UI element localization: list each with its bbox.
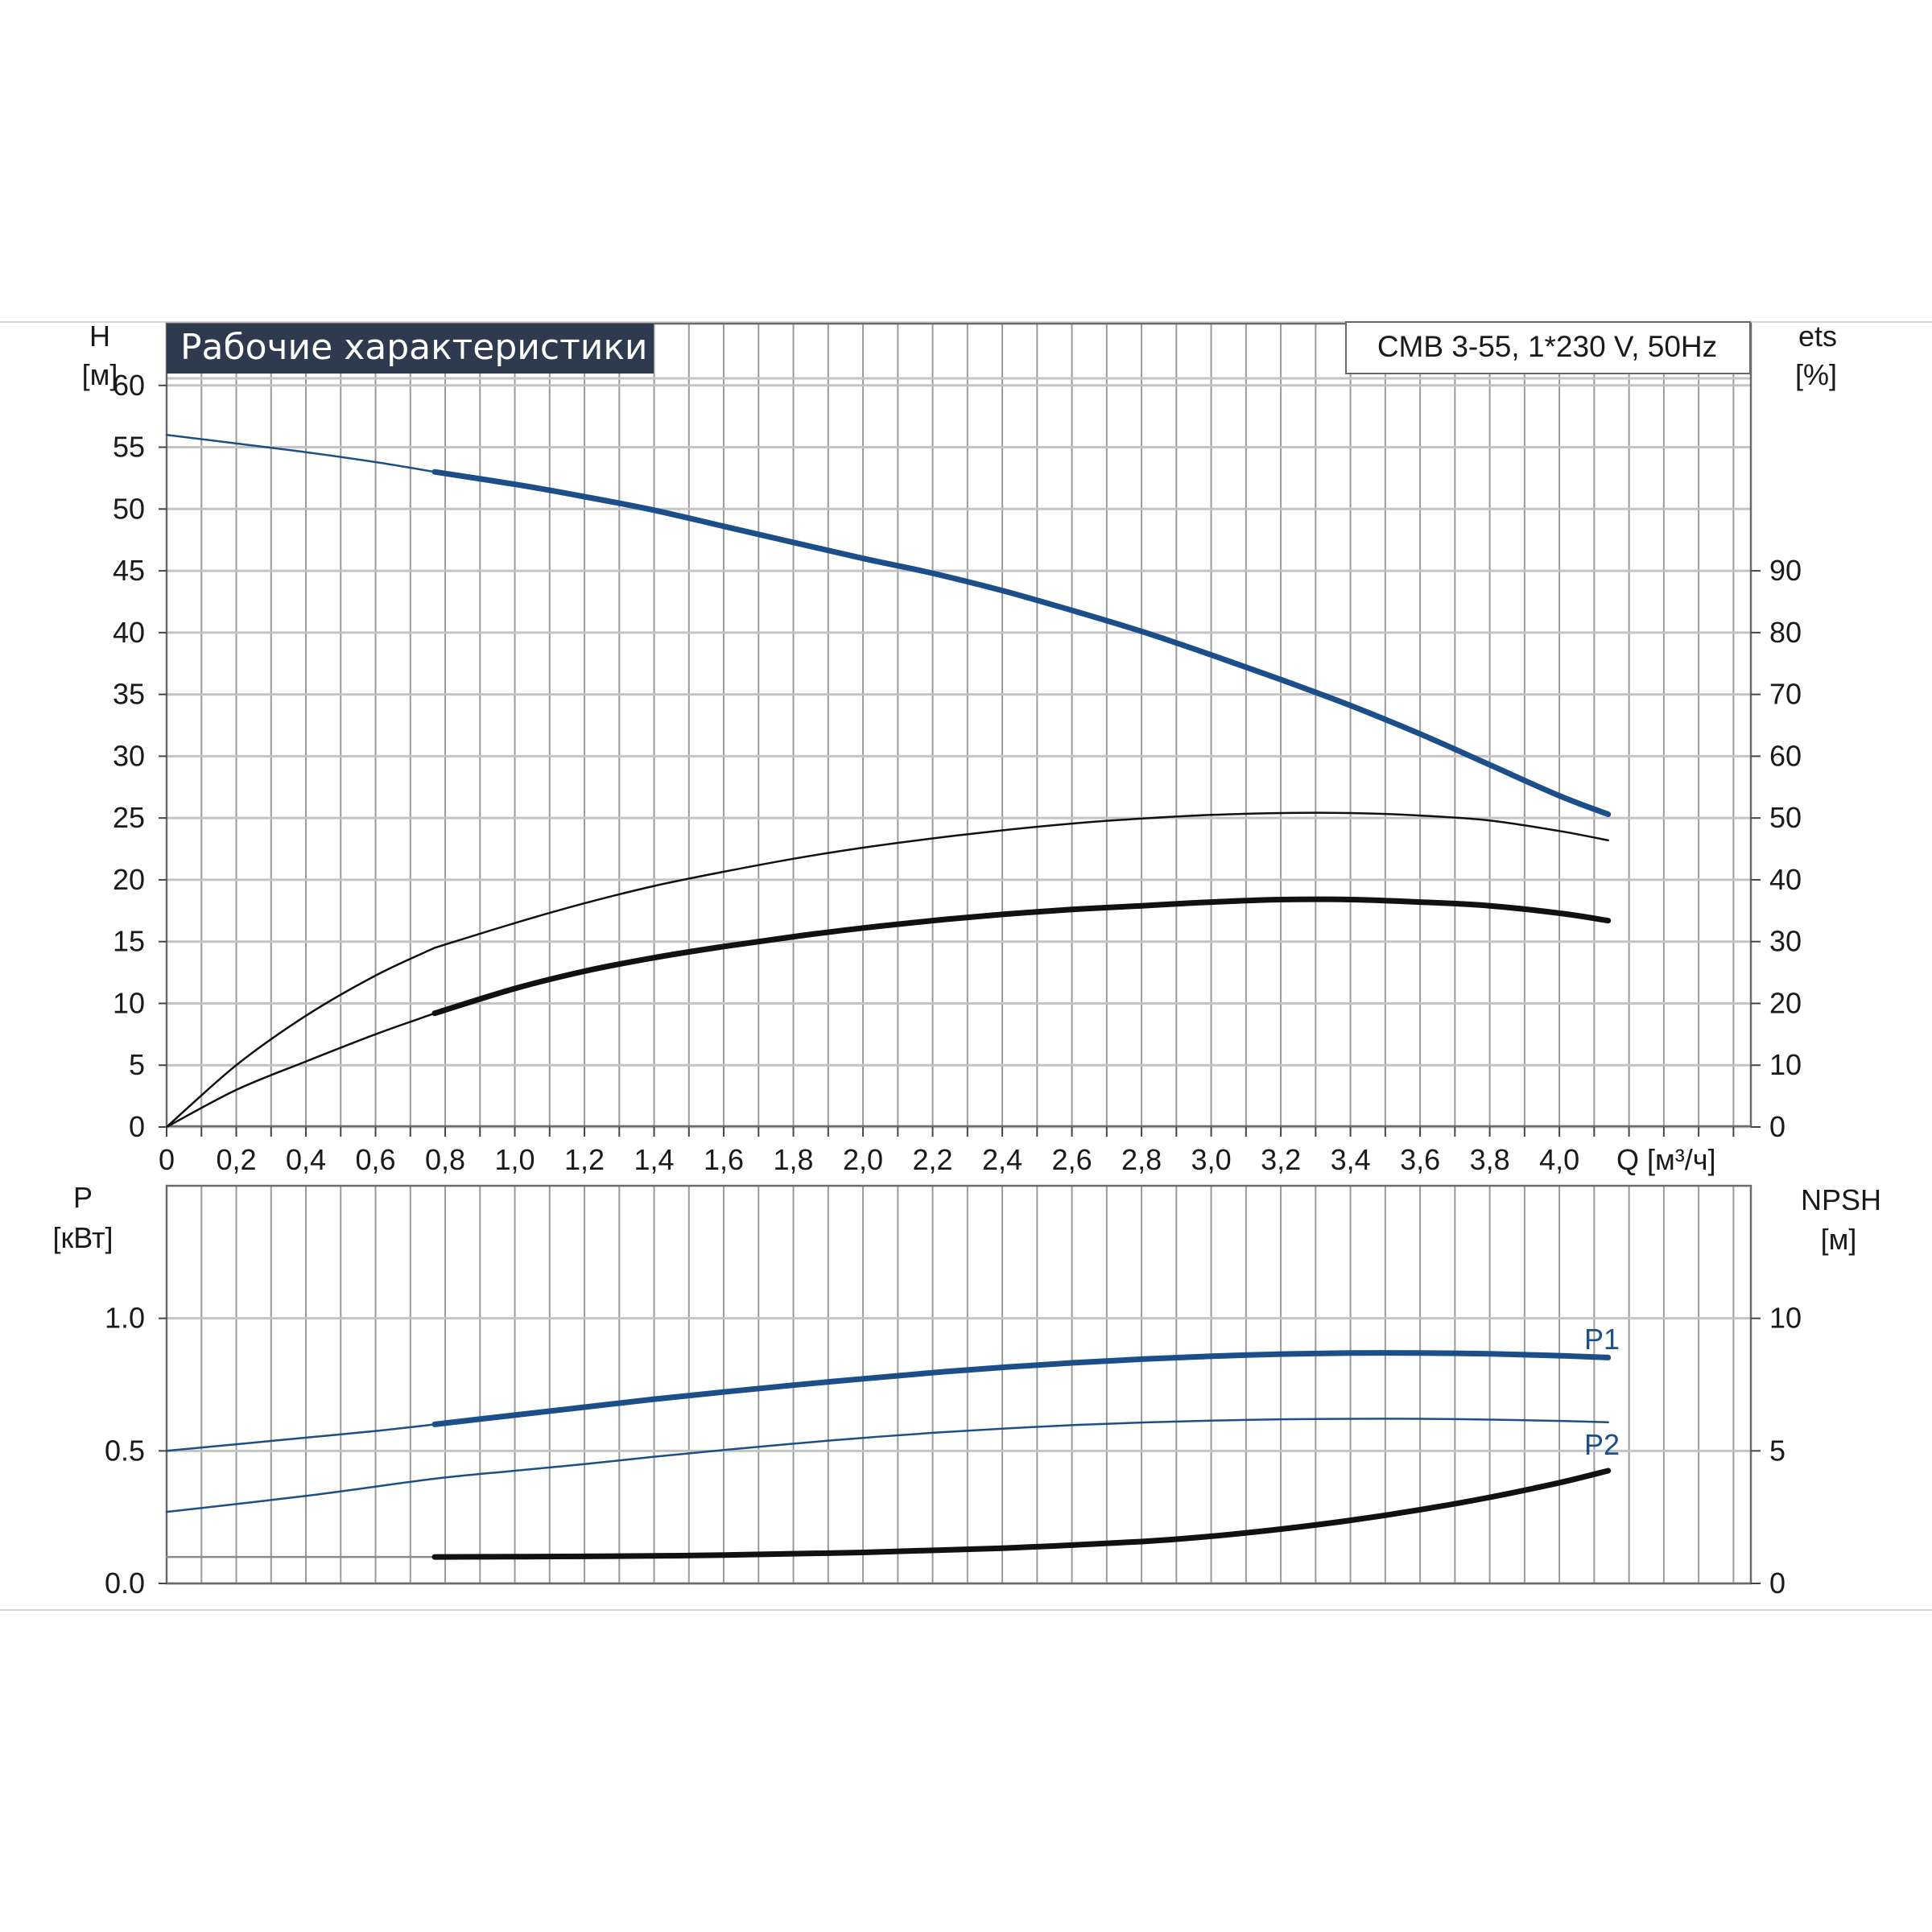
bottom-tick-labels: 0.0 0.5 1.0 0 5 10	[105, 1302, 1802, 1600]
top-x-tick: 2,4	[982, 1143, 1022, 1176]
power-npsh-chart: 0.0 0.5 1.0 0 5 10 P [кВт] NPSH [м] P1 P2	[52, 1181, 1881, 1600]
top-series-line-5	[431, 896, 1612, 1017]
top-y-right-tick: 80	[1769, 616, 1802, 649]
top-y-right-tick: 60	[1769, 739, 1802, 772]
p2-curve-label: P2	[1584, 1428, 1620, 1461]
y-right-title: ets	[1798, 320, 1837, 353]
top-x-tick: 2,0	[843, 1143, 883, 1176]
top-y-right-tick: 20	[1769, 986, 1802, 1019]
top-y-left-tick: 25	[113, 801, 145, 834]
bottom-y-right-tick: 5	[1769, 1434, 1785, 1467]
top-x-tick: 3,8	[1470, 1143, 1510, 1176]
top-y-left-tick: 15	[113, 925, 145, 958]
top-y-right-tick: 10	[1769, 1048, 1802, 1081]
top-y-left-tick: 20	[113, 863, 145, 896]
top-y-right-tick: 50	[1769, 801, 1802, 834]
bottom-series-line-2	[165, 1418, 1609, 1513]
top-x-tick: 1,0	[495, 1143, 535, 1176]
top-y-left-tick: 55	[113, 431, 145, 464]
top-y-right-tick: 0	[1769, 1110, 1785, 1143]
npsh-axis-unit: [м]	[1821, 1223, 1857, 1256]
bottom-y-right-tick: 10	[1769, 1302, 1802, 1335]
model-label: CMB 3-55, 1*230 V, 50Hz	[1377, 330, 1717, 363]
top-x-tick: 0,4	[286, 1143, 326, 1176]
top-x-tick: 1,6	[704, 1143, 744, 1176]
top-tick-labels: 0 5 10 15 20 25 30 35 40 45 50 55 60 0 10 20 30 40 50 60 70 8…	[113, 369, 1802, 1176]
top-y-left-tick: 50	[113, 492, 145, 525]
top-x-tick: 0	[159, 1143, 175, 1176]
p-axis-unit: [кВт]	[52, 1221, 113, 1254]
top-y-right-tick: 70	[1769, 678, 1802, 711]
x-axis-title: Q [м³/ч]	[1616, 1143, 1716, 1176]
top-x-tick: 0,6	[355, 1143, 395, 1176]
p1-curve-label: P1	[1584, 1323, 1620, 1356]
top-y-left-tick: 60	[113, 369, 145, 402]
top-y-right-tick: 30	[1769, 925, 1802, 958]
top-y-right-tick: 40	[1769, 863, 1802, 896]
y-right-unit: [%]	[1795, 358, 1837, 391]
top-y-left-tick: 5	[129, 1048, 145, 1081]
top-x-tick: 1,2	[564, 1143, 605, 1176]
top-series-line-0	[165, 433, 436, 473]
top-grid	[167, 324, 1751, 1129]
title-box	[167, 324, 654, 374]
top-x-tick: 2,8	[1121, 1143, 1162, 1176]
bottom-plot-frame	[165, 1184, 1752, 1585]
y-left-title: H	[89, 320, 110, 353]
p-axis-title: P	[73, 1181, 93, 1214]
bottom-series-line-4	[431, 1468, 1612, 1560]
bottom-y-left-tick: 0.5	[105, 1434, 145, 1467]
top-plot-frame	[165, 322, 1752, 1128]
top-x-tick: 3,0	[1191, 1143, 1232, 1176]
top-series	[165, 433, 1612, 1129]
top-x-tick: 2,2	[913, 1143, 953, 1176]
top-y-left-tick: 40	[113, 616, 145, 649]
top-y-left-tick: 10	[113, 986, 145, 1019]
top-y-right-tick: 90	[1769, 554, 1802, 587]
npsh-axis-title: NPSH	[1801, 1183, 1881, 1216]
bottom-series	[165, 1350, 1612, 1560]
top-x-tick: 1,4	[634, 1143, 675, 1176]
model-box	[1345, 321, 1751, 374]
top-series-line-2	[165, 947, 436, 1129]
top-x-tick: 3,2	[1261, 1143, 1301, 1176]
top-x-tick: 0,2	[216, 1143, 256, 1176]
top-y-left-tick: 0	[129, 1110, 145, 1143]
top-x-tick: 0,8	[425, 1143, 465, 1176]
top-x-tick: 1,8	[774, 1143, 814, 1176]
top-series-line-3	[433, 811, 1609, 949]
bottom-grid	[167, 1186, 1751, 1585]
top-x-tick: 2,6	[1052, 1143, 1092, 1176]
bottom-series-line-0	[165, 1423, 436, 1452]
top-y-left-tick: 45	[113, 554, 145, 587]
bottom-y-right-tick: 0	[1769, 1567, 1785, 1600]
top-x-tick: 4,0	[1539, 1143, 1579, 1176]
top-x-tick: 3,6	[1400, 1143, 1440, 1176]
top-y-left-tick: 30	[113, 739, 145, 772]
bottom-y-left-tick: 1.0	[105, 1302, 145, 1335]
top-series-line-4	[165, 1012, 436, 1129]
y-left-unit: [м]	[82, 358, 118, 391]
top-x-tick: 3,4	[1331, 1143, 1371, 1176]
head-efficiency-chart: 0 5 10 15 20 25 30 35 40 45 50 55 60 0 10 20 30 40 50 60 70 8…	[82, 320, 1837, 1176]
chart-title: Рабочие характеристики	[180, 327, 648, 368]
top-series-line-1	[431, 469, 1612, 817]
bottom-series-line-1	[431, 1350, 1612, 1427]
bottom-y-left-tick: 0.0	[105, 1567, 145, 1600]
top-y-left-tick: 35	[113, 678, 145, 711]
